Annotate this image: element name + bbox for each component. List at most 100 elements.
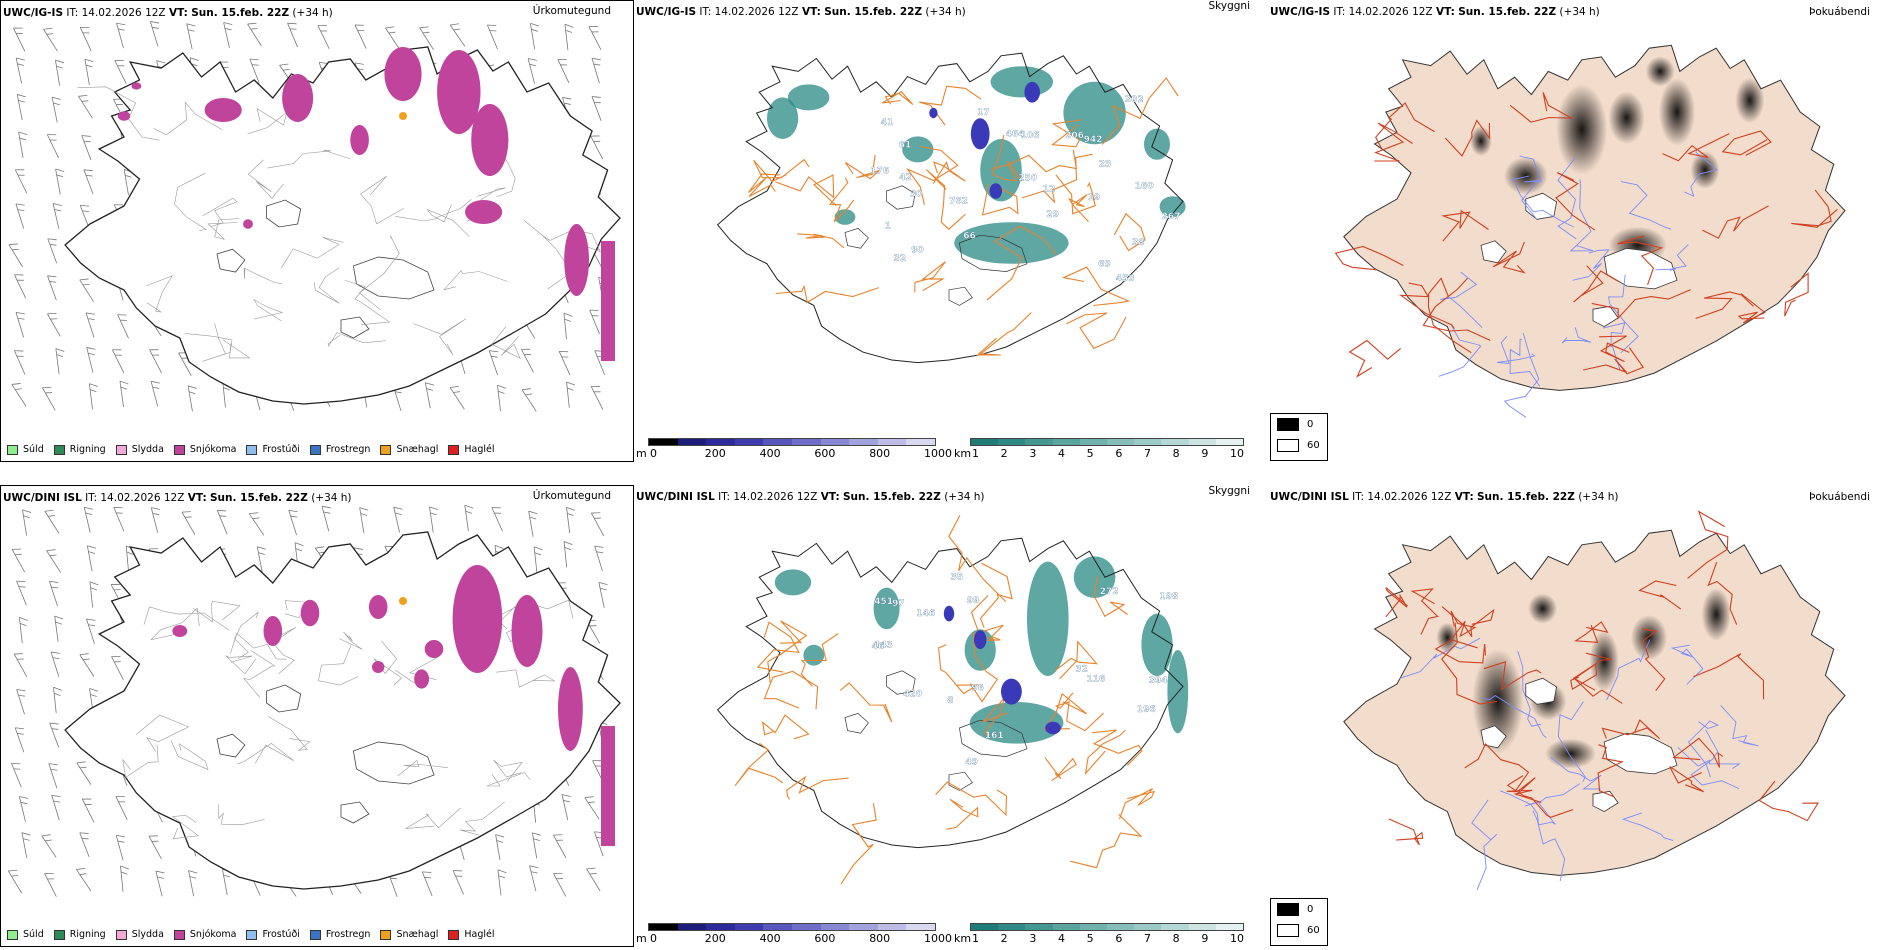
low-ceiling-area <box>1045 721 1061 735</box>
wind-barb <box>531 832 542 859</box>
wind-barb <box>14 350 26 375</box>
colorbar-segment <box>820 924 850 930</box>
it-label: IT: <box>66 7 79 19</box>
snow-area <box>564 224 589 296</box>
colorbar-segment <box>1025 924 1053 930</box>
colorbar-tick: 200 <box>704 447 726 460</box>
vt-label: VT: <box>187 492 207 504</box>
wind-barb <box>216 509 228 535</box>
wind-barb <box>120 865 129 892</box>
fog-legend-item: 60 <box>1277 924 1320 937</box>
glacier-area <box>1480 240 1507 264</box>
colorbar-segment <box>1161 439 1189 445</box>
legend-label: Frostregn <box>325 929 371 940</box>
legend-label: Snjókoma <box>189 444 237 455</box>
road-line <box>1721 130 1772 156</box>
wind-barb <box>464 504 474 532</box>
road-line <box>1348 339 1402 378</box>
it-value: 14.02.2026 12Z <box>1367 491 1452 503</box>
road-line <box>1066 312 1127 350</box>
road-line <box>1574 621 1609 644</box>
river-line <box>1509 338 1541 387</box>
wind-barb <box>50 651 60 677</box>
road-line <box>150 607 200 641</box>
glacier-area <box>1480 725 1507 749</box>
colorbar-segment <box>649 439 678 445</box>
wind-barb <box>181 511 196 535</box>
fog-legend-item: 60 <box>1277 439 1320 452</box>
colorbar-tick: 8 <box>1172 447 1180 460</box>
colorbar-segment <box>1052 439 1080 445</box>
snow-area <box>601 241 615 361</box>
precip-type-panel: UWC/DINI ISL IT: 14.02.2026 12Z VT: Sun.… <box>0 485 634 947</box>
legend-item-7: Haglél <box>448 444 495 455</box>
road-line <box>230 632 287 660</box>
legend-item-1: Rigning <box>53 929 106 940</box>
wind-barb <box>566 507 576 534</box>
fog-legend-label: 60 <box>1307 925 1320 936</box>
colorbar-tick: 8 <box>1172 932 1180 945</box>
wind-barb <box>115 796 128 820</box>
road-line <box>797 233 845 249</box>
road-line <box>756 621 800 673</box>
glacier-outline <box>959 234 1028 272</box>
road-line <box>1707 561 1738 625</box>
cloud-base-label: 66 <box>963 231 976 241</box>
wind-barb <box>44 873 57 897</box>
road-line <box>1101 77 1179 145</box>
legend-label: Slydda <box>131 444 164 455</box>
road-line <box>1695 291 1754 320</box>
road-line <box>122 744 159 778</box>
road-line <box>1582 347 1645 375</box>
low-visibility-area <box>1027 561 1069 676</box>
glacier-outline <box>844 228 869 249</box>
cloud-panel-label: Skyggni <box>1208 485 1251 497</box>
road-line <box>938 644 979 695</box>
road-line <box>1662 133 1730 162</box>
wind-barb <box>187 385 197 412</box>
fog-low-index-area <box>1701 588 1731 641</box>
legend-item-4: Frostúði <box>246 444 300 455</box>
snow-area <box>300 599 320 627</box>
road-line <box>153 101 223 136</box>
cloud-base-label: 29 <box>1046 210 1059 220</box>
river-line <box>1655 244 1689 271</box>
legend-swatch <box>173 444 185 455</box>
snow-area <box>368 595 388 619</box>
legend-swatch <box>309 444 321 455</box>
road-line <box>828 177 855 223</box>
legend-swatch <box>246 444 258 455</box>
road-line <box>243 267 283 284</box>
wind-barb <box>521 348 534 373</box>
road-line <box>1051 118 1083 148</box>
wind-barb <box>354 24 367 49</box>
road-line <box>172 814 199 839</box>
snow-area <box>172 625 188 637</box>
wind-barb <box>83 506 94 533</box>
cloud-base-label: 38 <box>1132 238 1145 248</box>
wind-barb <box>13 27 26 52</box>
cloud-base-label: 302 <box>1125 95 1144 105</box>
snow-area <box>465 200 503 224</box>
fog-legend-label: 0 <box>1307 419 1314 430</box>
wind-barb <box>81 135 92 160</box>
colorbar-strip <box>648 438 936 446</box>
it-label: IT: <box>699 6 712 18</box>
wind-barb <box>589 309 600 335</box>
wind-barb <box>76 868 92 892</box>
road-line <box>318 644 359 686</box>
river-line <box>1569 179 1594 252</box>
glacier-outline <box>886 670 916 695</box>
snow-area <box>471 104 509 176</box>
it-value: 14.02.2026 12Z <box>733 491 818 503</box>
wind-barb <box>43 27 58 52</box>
wind-barb <box>79 278 94 303</box>
wind-barb <box>491 507 503 532</box>
wind-barb <box>591 57 601 84</box>
cloud-base-label: 250 <box>1018 174 1037 184</box>
river-line <box>1606 639 1651 701</box>
cloud-base-label: 97 <box>892 599 905 609</box>
road-line <box>775 174 837 207</box>
colorbar-segment <box>849 439 878 445</box>
